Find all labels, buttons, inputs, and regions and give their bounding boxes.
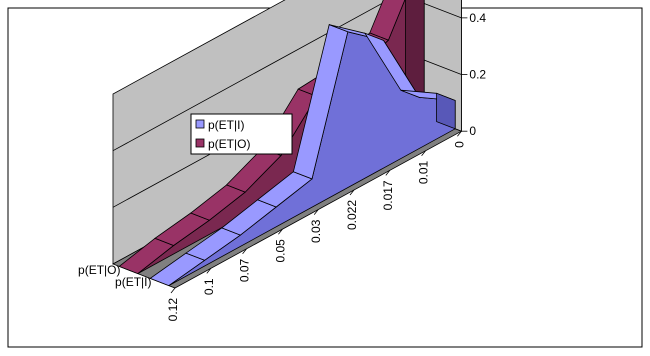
z-tick-label-1: 0.2: [469, 68, 486, 82]
z-tick-label-2: 0.4: [469, 11, 486, 25]
x-tick-5: [349, 189, 355, 196]
x-tick-label-3: 0.05: [273, 239, 287, 263]
legend-swatch-series-1: [195, 119, 205, 129]
x-tick-1: [206, 268, 212, 274]
x-tick-label-1: 0.1: [202, 278, 216, 295]
series-2-segment-8: [369, 0, 406, 41]
x-tick-label-7: 0.01: [417, 160, 431, 184]
legend-label-series-1: p(ET|I): [208, 118, 244, 132]
series-1-end-cap: [436, 92, 456, 130]
legend-box: [190, 113, 293, 155]
gridline-2: [112, 0, 462, 152]
legend-label-series-2: p(ET|O): [208, 137, 250, 151]
x-tick-4: [313, 209, 319, 215]
series-1-ribbon: [149, 24, 456, 287]
x-tick-label-0: 0.12: [166, 298, 180, 322]
x-tick-6: [385, 170, 391, 176]
x-tick-label-6: 0.017: [381, 180, 395, 210]
z-tick-label-0: 0: [469, 124, 476, 138]
x-tick-3: [278, 228, 283, 235]
legend-swatch-series-2: [195, 138, 205, 148]
depth-label-series-1: p(ET|I): [115, 275, 151, 289]
x-tick-7: [421, 150, 426, 157]
legend: p(ET|I) p(ET|O): [190, 113, 293, 155]
x-tick-label-8: 0: [452, 141, 466, 148]
x-tick-label-2: 0.07: [238, 258, 252, 282]
x-tick-0: [170, 287, 176, 294]
x-tick-8: [457, 130, 462, 137]
depth-label-series-2: p(ET|O): [78, 263, 120, 277]
x-tick-label-5: 0.022: [345, 200, 359, 230]
x-tick-label-4: 0.03: [309, 219, 323, 243]
x-tick-2: [242, 248, 247, 255]
axes: 00.20.40.60.120.10.070.050.030.0220.0170…: [78, 0, 486, 321]
